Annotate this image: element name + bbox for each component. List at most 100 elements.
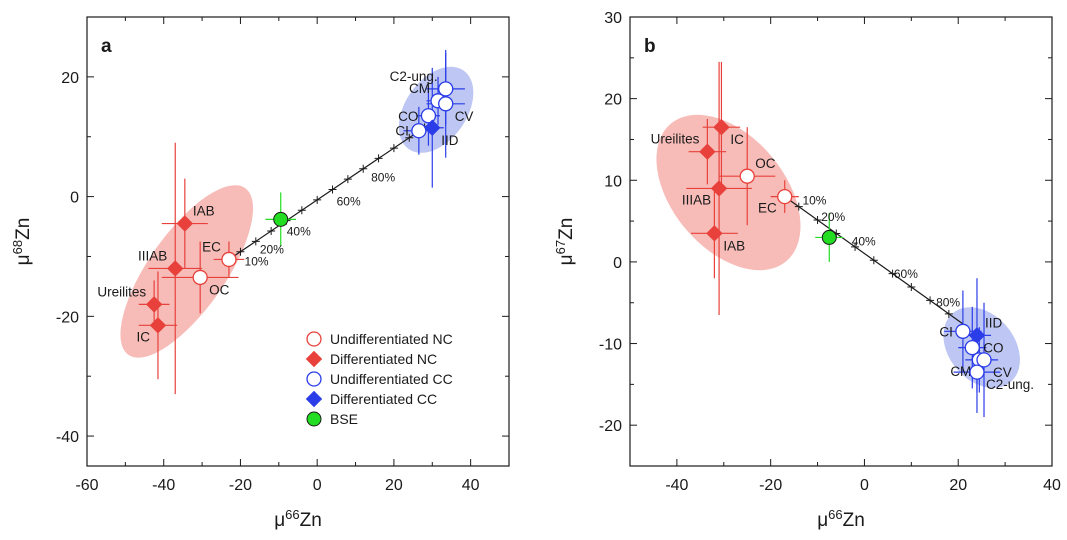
point-label: EC	[758, 201, 777, 216]
mixing-line	[228, 124, 429, 260]
point-label: IIIAB	[138, 248, 167, 263]
point-label: C2-ung.	[986, 377, 1034, 392]
point-label: CV	[455, 109, 474, 124]
legend-label: Differentiated NC	[330, 351, 437, 367]
mixing-tick	[888, 269, 897, 278]
mixing-label: 20%	[821, 210, 845, 224]
legend-marker	[306, 411, 322, 427]
point-label: IID	[441, 133, 459, 148]
point-label: CI	[939, 324, 953, 339]
data-point	[176, 215, 194, 232]
mixing-label: 80%	[936, 296, 960, 310]
mixing-tick	[389, 144, 398, 153]
y-tick-label: 10	[604, 173, 622, 190]
point-label: Ureilites	[97, 284, 146, 299]
mixing-tick	[236, 247, 245, 256]
mixing-tick	[313, 195, 322, 204]
panel-b: 10% 20% 40% 60% 80% IC Ureilites OC IIIAB EC IAB CI…	[553, 10, 1062, 531]
mixing-tick	[794, 202, 803, 211]
mixing-tick	[926, 296, 935, 305]
legend-marker	[306, 331, 322, 347]
data-point	[955, 323, 971, 339]
point-label: IID	[985, 315, 1003, 330]
data-point	[706, 225, 723, 242]
panel-label: a	[101, 36, 112, 57]
mixing-tick	[374, 154, 383, 163]
mixing-label: 10%	[245, 254, 269, 268]
data-point	[969, 364, 985, 380]
x-tick-label: -20	[229, 477, 252, 494]
point-label: CM	[409, 81, 430, 96]
y-tick-label: 0	[70, 190, 79, 207]
legend-marker	[305, 390, 323, 408]
point-label: CO	[983, 341, 1003, 356]
x-axis-label: μ66Zn	[817, 507, 865, 532]
point-label: IIIAB	[682, 192, 711, 207]
data-point	[221, 251, 237, 268]
point-label: IC	[136, 329, 150, 344]
data-point	[713, 119, 730, 136]
data-point	[424, 119, 441, 136]
data-point	[699, 143, 716, 160]
data-point	[420, 108, 437, 124]
point-label: OC	[755, 156, 776, 171]
data-point	[273, 211, 289, 227]
legend: Undifferentiated NC Differentiated NC Undi…	[305, 331, 453, 427]
y-tick-label: -10	[599, 337, 622, 354]
mixing-label: 40%	[852, 234, 876, 248]
mixing-tick	[869, 256, 878, 265]
x-tick-label: 40	[462, 477, 480, 494]
panel-label: b	[644, 36, 656, 57]
point-label: CI	[395, 124, 409, 139]
y-tick-label: 30	[604, 10, 622, 27]
mixing-tick	[297, 206, 306, 215]
y-axis-label: μ67Zn	[553, 218, 578, 266]
mixing-label: 40%	[287, 225, 311, 239]
data-point	[739, 168, 755, 184]
y-tick-label: 20	[61, 70, 79, 87]
data-point	[964, 339, 980, 356]
axes-frame	[629, 16, 1053, 467]
region-nc	[120, 185, 254, 358]
point-label: C2-ung.	[390, 69, 438, 84]
region-nc	[656, 114, 801, 271]
mixing-tick	[813, 216, 822, 225]
point-label: CV	[993, 365, 1012, 380]
mixing-label: 60%	[337, 195, 361, 209]
legend-label: Undifferentiated CC	[330, 371, 453, 387]
data-point	[438, 96, 454, 112]
y-tick-label: -20	[56, 309, 79, 326]
x-tick-label: 40	[1043, 477, 1061, 494]
y-axis-label: μ68Zn	[10, 218, 35, 266]
data-point	[411, 123, 427, 139]
mixing-tick	[907, 283, 916, 292]
point-label: OC	[209, 282, 230, 297]
legend-label: Undifferentiated NC	[330, 331, 453, 347]
legend-marker	[306, 371, 322, 387]
y-tick-label: 20	[604, 92, 622, 109]
x-tick-label: -20	[759, 477, 782, 494]
mixing-label: 10%	[802, 194, 826, 208]
data-point	[149, 317, 167, 334]
data-point	[976, 352, 992, 368]
mixing-tick	[343, 175, 352, 184]
data-point	[145, 296, 163, 313]
axes-frame	[86, 16, 510, 467]
y-tick-label: -20	[599, 418, 622, 435]
mixing-tick	[267, 226, 276, 235]
legend-label: BSE	[330, 411, 358, 427]
x-tick-label: -40	[665, 477, 688, 494]
point-label: IAB	[193, 204, 215, 219]
data-point	[192, 269, 208, 286]
mixing-tick	[405, 133, 414, 142]
mixing-tick	[359, 164, 368, 173]
point-label: IAB	[723, 238, 745, 253]
point-label: CO	[398, 109, 418, 124]
mixing-tick	[851, 242, 860, 251]
panel-a: 10%20%40% 60% 80% IAB IIIAB Ureilites IC OC EC C2…	[10, 16, 510, 531]
mixing-label: 20%	[260, 243, 284, 257]
data-point	[777, 188, 793, 205]
legend-label: Differentiated CC	[330, 391, 437, 407]
